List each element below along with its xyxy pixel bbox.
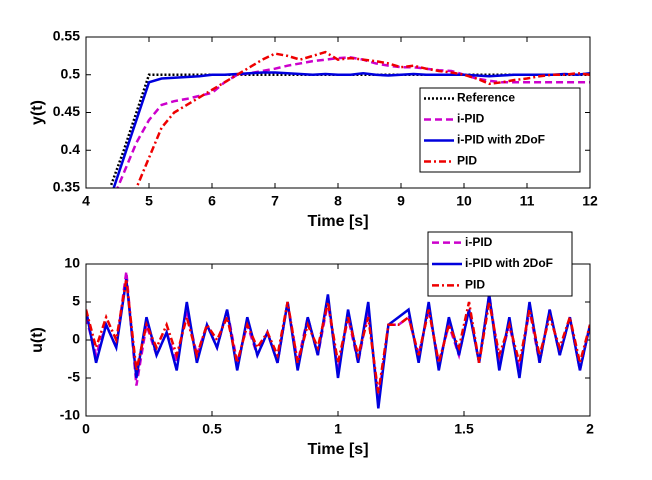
x-tick-label: 12 <box>582 193 598 209</box>
x-tick-label: 1 <box>334 421 342 437</box>
x-tick-label: 4 <box>82 193 90 209</box>
legend-label: i-PID <box>457 112 485 126</box>
x-tick-label: 6 <box>208 193 216 209</box>
x-tick-label: 2 <box>586 421 594 437</box>
legend: i-PID i-PID with 2DoF PID <box>427 231 573 297</box>
y-tick-label: -5 <box>68 369 81 385</box>
y-tick-label: 5 <box>72 293 80 309</box>
x-axis-label: Time [s] <box>307 441 368 458</box>
x-tick-label: 11 <box>520 193 535 209</box>
y-tick-label: 0.5 <box>61 65 81 81</box>
legend-label: Reference <box>457 91 515 105</box>
axes-box <box>85 263 591 417</box>
series-line <box>112 71 590 188</box>
series-line <box>134 50 590 188</box>
series-group <box>110 50 590 188</box>
y-axis-label: u(t) <box>29 327 46 353</box>
x-tick-label: 8 <box>334 193 342 209</box>
legend-label: PID <box>465 278 485 292</box>
subplot: 4 5 6 7 8 9 10 11 12 0.35 0.4 0.45 0.5 0.55 Time [s] y(… <box>29 28 598 231</box>
y-tick-label: -10 <box>60 407 80 423</box>
series-line <box>86 278 590 394</box>
legend-label: PID <box>457 154 477 168</box>
legend-label: i-PID with 2DoF <box>457 133 545 147</box>
x-tick-label: 1.5 <box>454 421 474 437</box>
x-tick-label: 5 <box>145 193 153 209</box>
x-tick-label: 0 <box>82 421 90 437</box>
y-tick-label: 0.4 <box>61 141 81 157</box>
x-axis-label: Time [s] <box>307 213 368 230</box>
legend-box <box>419 87 581 173</box>
y-tick-label: 0.35 <box>53 179 80 195</box>
x-tick-label: 7 <box>271 193 279 209</box>
y-axis-label: y(t) <box>29 100 46 125</box>
x-tick-label: 10 <box>456 193 472 209</box>
y-tick-label: 10 <box>64 255 80 271</box>
y-tick-label: 0 <box>72 331 80 347</box>
series-line <box>86 279 590 409</box>
legend-label: i-PID with 2DoF <box>465 256 553 270</box>
series-group <box>86 271 590 409</box>
x-tick-label: 9 <box>397 193 405 209</box>
x-tick-label: 0.5 <box>202 421 222 437</box>
legend-label: i-PID <box>465 235 493 249</box>
axes-box <box>85 36 591 189</box>
y-tick-label: 0.45 <box>53 103 80 119</box>
y-tick-label: 0.55 <box>53 28 80 44</box>
legend: Reference i-PID i-PID with 2DoF PID <box>419 87 581 173</box>
